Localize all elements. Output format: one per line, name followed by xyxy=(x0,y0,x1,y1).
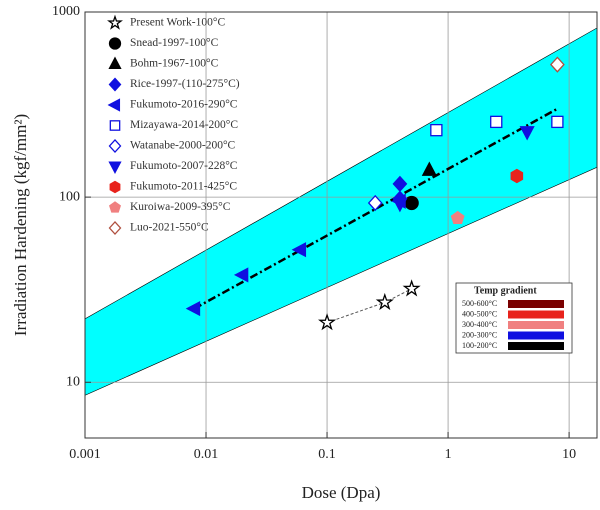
gradient-label: 200-300°C xyxy=(462,330,497,339)
gradient-swatch xyxy=(508,331,564,340)
marker xyxy=(185,301,201,317)
x-tick-label: 0.01 xyxy=(194,447,219,462)
legend-label: Luo-2021-550°C xyxy=(130,222,209,234)
gradient-label: 400-500°C xyxy=(462,309,497,318)
x-tick-label: 0.1 xyxy=(318,447,336,462)
legend-marker xyxy=(108,56,122,70)
marker xyxy=(421,161,437,176)
confidence-band xyxy=(85,27,597,396)
gradient-swatch xyxy=(508,300,564,308)
legend-label: Fukumoto-2016-290°C xyxy=(130,99,238,111)
gradient-swatch xyxy=(508,321,564,329)
gradient-label: 100-200°C xyxy=(462,341,497,350)
plot xyxy=(85,12,597,438)
x-axis-title: Dose (Dpa) xyxy=(302,483,381,502)
y-tick-label: 100 xyxy=(59,189,80,204)
legend-marker xyxy=(107,14,123,30)
legend-label: Watanabe-2000-200°C xyxy=(130,140,236,152)
series-line xyxy=(326,288,412,324)
y-tick-label: 10 xyxy=(66,374,80,389)
marker xyxy=(402,279,421,297)
marker xyxy=(233,267,249,283)
x-tick-label: 0.001 xyxy=(69,447,101,462)
legend-marker xyxy=(109,120,121,131)
legend-label: Present Work-100°C xyxy=(130,17,225,29)
gradient-title: Temp gradient xyxy=(474,285,537,296)
fit-line xyxy=(193,107,558,310)
x-tick-label: 1 xyxy=(445,447,452,462)
legend-marker xyxy=(109,201,121,213)
gradient-label: 300-400°C xyxy=(462,320,497,329)
marker xyxy=(450,210,465,225)
marker xyxy=(430,123,443,137)
legend-marker xyxy=(108,138,122,154)
legend-marker xyxy=(108,220,122,236)
legend-marker xyxy=(109,180,121,194)
gradient-swatch xyxy=(508,310,564,319)
marker xyxy=(318,313,337,331)
legend-label: Snead-1997-100°C xyxy=(130,37,219,49)
gradient-label: 500-600°C xyxy=(462,299,497,308)
legend-label: Mizayawa-2014-200°C xyxy=(130,119,238,131)
marker xyxy=(392,197,408,213)
legend-label: Bohm-1967-100°C xyxy=(130,58,219,70)
legend-label: Fukumoto-2007-228°C xyxy=(130,160,238,172)
legend-marker xyxy=(108,37,122,50)
marker xyxy=(550,56,565,73)
y-axis-title: Irradiation Hardening (kgf/mm²) xyxy=(11,114,30,336)
legend-marker xyxy=(107,98,121,112)
gradient-swatch xyxy=(508,342,564,350)
marker xyxy=(490,115,503,129)
legend-label: Rice-1997-(110-275°C) xyxy=(130,78,240,90)
marker xyxy=(291,242,307,258)
legend-marker xyxy=(108,77,122,92)
legend-label: Fukumoto-2011-425°C xyxy=(130,181,237,193)
marker xyxy=(375,292,394,311)
x-tick-label: 10 xyxy=(562,447,576,462)
marker xyxy=(551,115,564,129)
marker xyxy=(519,126,535,141)
plot-frame xyxy=(84,11,598,439)
legend-marker xyxy=(108,161,122,174)
legend-label: Kuroiwa-2009-395°C xyxy=(130,201,231,213)
marker xyxy=(367,194,383,212)
y-tick-label: 1000 xyxy=(52,4,80,19)
marker xyxy=(510,168,524,184)
